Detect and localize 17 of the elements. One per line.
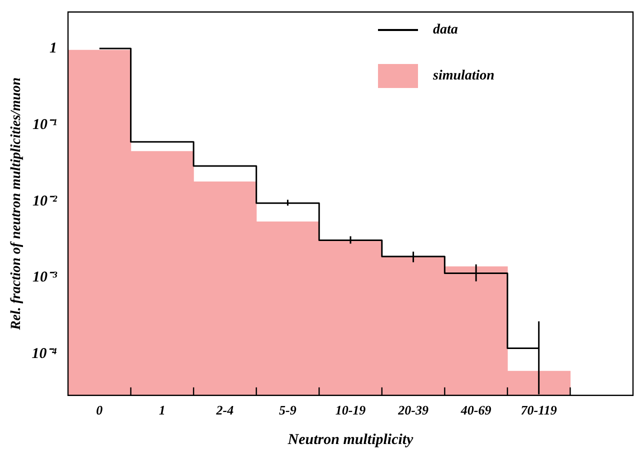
legend-label: data [433, 22, 458, 38]
x-tick-label: 20-39 [397, 402, 429, 418]
y-tick-label: 10⁻³ [32, 270, 58, 286]
x-tick-label: 5-9 [279, 402, 297, 418]
x-tick-label: 1 [158, 402, 166, 418]
x-tick-label: 40-69 [460, 402, 492, 418]
x-tick-label: 70-119 [520, 402, 558, 418]
y-tick-label: 10⁻⁴ [32, 346, 58, 362]
x-tick-label: 2-4 [215, 402, 234, 418]
y-tick-label: 10⁻¹ [32, 116, 58, 133]
y-axis-title: Rel. fraction of neutron multiplicities/muon [9, 77, 24, 331]
y-tick-label: 1 [50, 40, 58, 56]
y-tick-label: 10⁻² [32, 193, 58, 210]
x-tick-label: 0 [96, 402, 104, 418]
x-axis-title: Neutron multiplicity [286, 432, 414, 448]
legend-label: simulation [432, 68, 495, 84]
x-tick-label: 10-19 [335, 402, 366, 418]
